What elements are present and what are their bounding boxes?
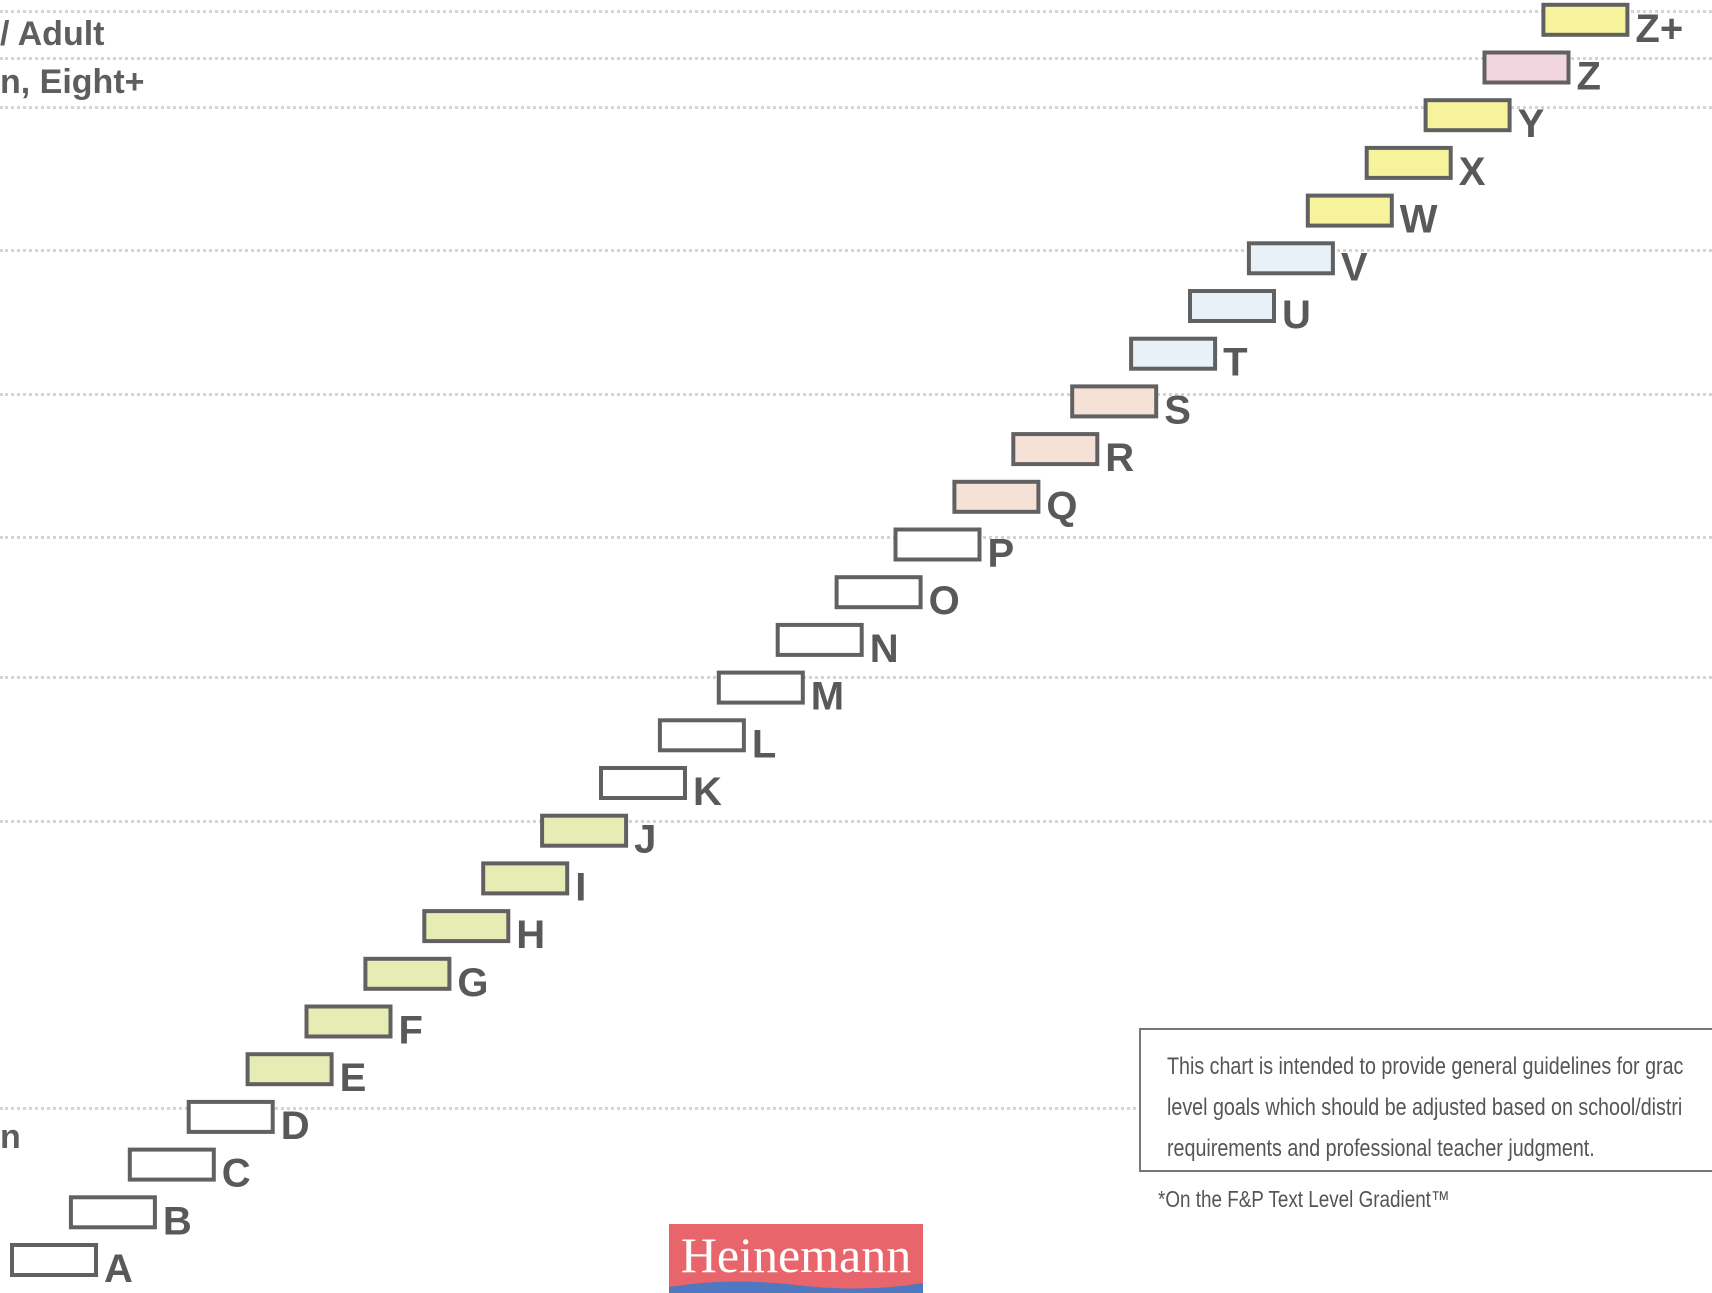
level-bar-v xyxy=(1249,243,1333,273)
logo-text: Heinemann xyxy=(669,1228,923,1282)
level-label-o: O xyxy=(929,579,960,623)
level-bar-r xyxy=(1013,434,1097,464)
level-label-h: H xyxy=(516,913,545,957)
level-label-q: Q xyxy=(1046,484,1077,528)
level-bar-o xyxy=(837,577,921,607)
level-bar-y xyxy=(1426,100,1510,130)
note-line-1: This chart is intended to provide genera… xyxy=(1167,1046,1634,1087)
level-label-p: P xyxy=(988,532,1015,576)
level-bar-x xyxy=(1367,148,1451,178)
level-label-e: E xyxy=(340,1056,367,1100)
level-label-a: A xyxy=(104,1247,133,1291)
level-bar-s xyxy=(1072,386,1156,416)
level-bar-c xyxy=(130,1150,214,1180)
level-label-i: I xyxy=(575,865,586,909)
level-label-j: J xyxy=(634,818,656,862)
level-bar-n xyxy=(778,625,862,655)
gradient-footnote: *On the F&P Text Level Gradient™ xyxy=(1158,1186,1450,1213)
level-label-c: C xyxy=(222,1152,251,1196)
level-label-s: S xyxy=(1164,388,1191,432)
level-bar-l xyxy=(660,720,744,750)
level-bar-i xyxy=(483,863,567,893)
level-bar-h xyxy=(424,911,508,941)
guidelines-note: This chart is intended to provide genera… xyxy=(1139,1028,1712,1172)
level-label-z-plus: Z+ xyxy=(1635,7,1683,51)
level-bar-a xyxy=(12,1245,96,1275)
level-bar-b xyxy=(71,1197,155,1227)
note-line-3: requirements and professional teacher ju… xyxy=(1167,1128,1634,1169)
level-bar-f xyxy=(307,1007,391,1037)
level-bar-g xyxy=(365,959,449,989)
level-bar-p xyxy=(896,530,980,560)
level-label-y: Y xyxy=(1518,102,1545,146)
level-bar-t xyxy=(1131,339,1215,369)
level-label-n: N xyxy=(870,627,899,671)
level-bar-w xyxy=(1308,196,1392,226)
level-label-b: B xyxy=(163,1199,192,1243)
level-label-f: F xyxy=(399,1009,423,1053)
level-label-m: M xyxy=(811,675,844,719)
level-label-l: L xyxy=(752,722,776,766)
level-bar-m xyxy=(719,673,803,703)
level-label-t: T xyxy=(1223,341,1247,385)
level-bar-z xyxy=(1485,53,1569,83)
level-bar-e xyxy=(248,1054,332,1084)
level-label-g: G xyxy=(457,961,488,1005)
level-label-z: Z xyxy=(1577,55,1601,99)
level-label-k: K xyxy=(693,770,722,814)
level-label-w: W xyxy=(1400,198,1438,242)
level-label-d: D xyxy=(281,1104,310,1148)
level-bar-u xyxy=(1190,291,1274,321)
level-label-x: X xyxy=(1459,150,1486,194)
level-bar-q xyxy=(954,482,1038,512)
level-bar-z-plus xyxy=(1543,5,1627,35)
note-line-2: level goals which should be adjusted bas… xyxy=(1167,1087,1634,1128)
logo-wave xyxy=(669,1277,923,1293)
heinemann-logo: Heinemann xyxy=(669,1224,923,1293)
level-bar-d xyxy=(189,1102,273,1132)
level-bar-j xyxy=(542,816,626,846)
level-label-u: U xyxy=(1282,293,1311,337)
level-label-v: V xyxy=(1341,245,1368,289)
level-label-r: R xyxy=(1105,436,1134,480)
level-bar-k xyxy=(601,768,685,798)
